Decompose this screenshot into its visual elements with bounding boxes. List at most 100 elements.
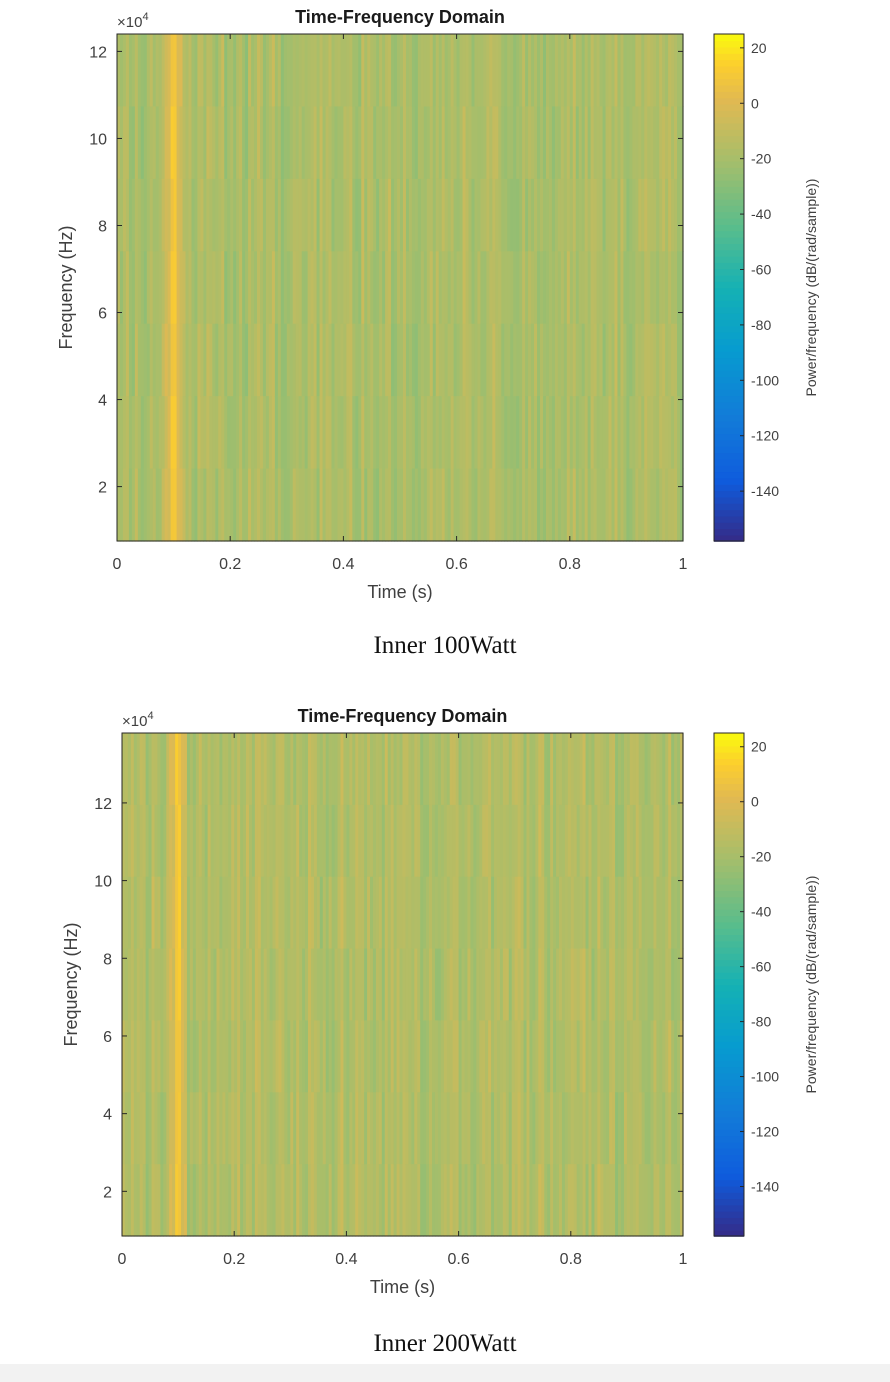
spectrogram-cell xyxy=(388,396,392,470)
spectrogram-cell xyxy=(576,804,581,878)
spectrogram-cell xyxy=(352,804,356,878)
spectrogram-cell xyxy=(535,733,539,806)
spectrogram-cell xyxy=(491,804,495,878)
spectrogram-cell xyxy=(629,251,633,325)
spectrogram-cell xyxy=(523,876,528,950)
spectrogram-cell xyxy=(352,1164,356,1237)
spectrogram-cell xyxy=(566,323,571,397)
spectrogram-cell xyxy=(384,1164,389,1237)
spectrogram-cell xyxy=(467,1092,472,1165)
spectrogram-cell xyxy=(160,1092,164,1165)
spectrogram-cell xyxy=(225,948,229,1022)
spectrogram-cell xyxy=(305,804,309,878)
spectrogram-cell xyxy=(618,733,622,806)
spectrogram-cell xyxy=(408,468,413,542)
spectrogram-cell xyxy=(154,1092,159,1165)
y-tick-label: 4 xyxy=(103,1107,112,1124)
spectrogram-cell xyxy=(603,1164,607,1237)
spectrogram-cell xyxy=(152,106,157,180)
spectrogram-cell xyxy=(581,251,586,325)
spectrogram-cell xyxy=(194,323,199,397)
spectrogram-cell xyxy=(198,1020,203,1093)
spectrogram-cell xyxy=(210,804,215,878)
spectrogram-cell xyxy=(623,1164,628,1237)
spectrogram-cell xyxy=(221,323,225,397)
spectrogram-cell xyxy=(665,876,669,950)
spectrogram-cell xyxy=(218,396,222,470)
spectrogram-cell xyxy=(259,34,264,108)
colorbar-segment xyxy=(714,953,744,961)
spectrogram-cell xyxy=(355,34,359,108)
spectrogram-cell xyxy=(381,1092,386,1165)
spectrogram-cell xyxy=(152,468,157,542)
spectrogram-cell xyxy=(402,396,407,470)
spectrogram-cell xyxy=(548,323,553,397)
spectrogram-cell xyxy=(411,1092,415,1165)
spectrogram-cell xyxy=(204,1092,209,1165)
colorbar-segment xyxy=(714,839,744,847)
spectrogram-cell xyxy=(441,34,446,108)
spectrogram-cell xyxy=(438,34,443,108)
spectrogram-cell xyxy=(184,733,188,806)
spectrogram-cell xyxy=(455,733,460,806)
spectrogram-cell xyxy=(209,34,213,108)
spectrogram-cell xyxy=(671,323,675,397)
spectrogram-cell xyxy=(614,396,619,470)
spectrogram-cell xyxy=(158,396,163,470)
spectrogram-cell xyxy=(402,178,407,252)
colorbar-segment xyxy=(714,1217,744,1225)
spectrogram-cell xyxy=(310,34,315,108)
spectrogram-cell xyxy=(119,251,124,325)
spectrogram-cell xyxy=(206,34,210,108)
spectrogram-cell xyxy=(316,733,321,806)
spectrogram-cell xyxy=(131,178,136,252)
spectrogram-cell xyxy=(587,178,592,252)
spectrogram-cell xyxy=(393,876,398,950)
spectrogram-cell xyxy=(263,804,268,878)
spectrogram-cell xyxy=(420,733,424,806)
spectrogram-cell xyxy=(483,106,487,180)
spectrogram-cell xyxy=(632,804,637,878)
spectrogram-cell xyxy=(337,323,342,397)
spectrogram-cell xyxy=(677,468,681,542)
spectrogram-cell xyxy=(302,1164,306,1237)
spectrogram-cell xyxy=(308,1092,312,1165)
spectrogram-cell xyxy=(635,178,639,252)
spectrogram-cell xyxy=(274,396,279,470)
spectrogram-cell xyxy=(259,396,264,470)
spectrogram-cell xyxy=(508,733,513,806)
spectrogram-cell xyxy=(597,804,601,878)
spectrogram-cell xyxy=(505,1020,510,1093)
spectrogram-cell xyxy=(230,34,234,108)
spectrogram-cell xyxy=(449,948,454,1022)
spectrogram-cell xyxy=(292,178,297,252)
spectrogram-cell xyxy=(653,396,657,470)
spectrogram-cell xyxy=(236,34,240,108)
spectrogram-cell xyxy=(358,804,362,878)
spectrogram-cell xyxy=(459,178,464,252)
spectrogram-cell xyxy=(248,1092,253,1165)
spectrogram-cell xyxy=(495,323,499,397)
spectrogram-cell xyxy=(554,251,559,325)
spectrogram-cell xyxy=(405,34,410,108)
spectrogram-cell xyxy=(136,876,141,950)
spectrogram-cell xyxy=(579,804,584,878)
spectrogram-cell xyxy=(516,251,520,325)
spectrogram-cell xyxy=(674,468,678,542)
spectrogram-cell xyxy=(391,396,395,470)
spectrogram-cell xyxy=(485,733,489,806)
spectrogram-cell xyxy=(556,1020,560,1093)
spectrogram-cell xyxy=(564,876,569,950)
spectrogram-cell xyxy=(170,323,175,397)
spectrogram-cell xyxy=(274,323,279,397)
spectrogram-cell xyxy=(674,251,678,325)
spectrogram-cell xyxy=(260,1092,265,1165)
spectrogram-cell xyxy=(516,468,520,542)
spectrogram-cell xyxy=(304,178,309,252)
spectrogram-cell xyxy=(600,733,604,806)
spectrogram-cell xyxy=(227,468,231,542)
spectrogram-cell xyxy=(216,1020,221,1093)
spectrogram-cell xyxy=(505,876,510,950)
spectrogram-cell xyxy=(461,733,466,806)
spectrogram-cell xyxy=(587,468,592,542)
